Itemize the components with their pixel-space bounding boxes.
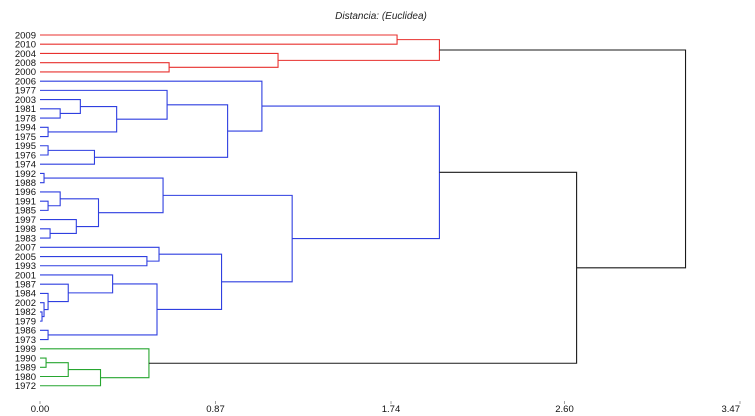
merge-link-7: [40, 126, 49, 138]
leaf-label-2006: 2006: [15, 76, 36, 87]
leaf-label-1976: 1976: [15, 150, 36, 161]
merge-link-37: [148, 171, 578, 364]
merge-link-9: [40, 89, 168, 120]
merge-link-15: [40, 200, 49, 211]
merge-link-16: [40, 191, 61, 207]
merge-link-10: [40, 145, 49, 156]
leaf-label-1977: 1977: [15, 86, 36, 97]
merge-link-19: [60, 198, 100, 228]
merge-link-21: [40, 255, 148, 267]
merge-link-33: [40, 357, 47, 368]
merge-link-20: [44, 177, 164, 214]
leaf-label-1988: 1988: [15, 178, 36, 189]
leaf-label-1974: 1974: [15, 160, 36, 171]
merge-link-12: [94, 104, 229, 158]
x-axis: 0.00 0.87 1.74 2.60 3.47: [31, 401, 741, 415]
merge-link-1: [40, 34, 398, 45]
x-tick-label-2: 1.74: [382, 404, 401, 415]
leaf-label-2008: 2008: [15, 58, 36, 69]
leaf-label-1982: 1982: [15, 307, 36, 318]
leaf-label-1984: 1984: [15, 289, 36, 300]
leaf-label-2001: 2001: [15, 270, 36, 281]
merge-link-30: [157, 253, 223, 310]
merge-link-14: [40, 172, 45, 184]
leaf-label-1991: 1991: [15, 196, 36, 207]
leaf-label-1986: 1986: [15, 326, 36, 337]
leaf-label-1973: 1973: [15, 335, 36, 346]
leaf-label-2009: 2009: [15, 30, 36, 41]
merge-link-26: [40, 283, 69, 303]
leaf-label-1998: 1998: [15, 224, 36, 235]
leaf-label-2007: 2007: [15, 243, 36, 254]
x-tick-label-3: 2.60: [555, 404, 574, 415]
leaf-label-1993: 1993: [15, 261, 36, 272]
merge-link-34: [40, 362, 69, 378]
x-tick-label-1: 0.87: [206, 404, 225, 415]
merge-link-2: [40, 62, 170, 73]
leaf-label-1994: 1994: [15, 123, 36, 134]
merge-link-4: [278, 39, 440, 61]
merge-link-35: [40, 369, 102, 387]
leaf-label-1981: 1981: [15, 104, 36, 115]
x-tick-label-4: 3.47: [722, 404, 741, 415]
leaf-label-1975: 1975: [15, 132, 36, 143]
merge-link-29: [48, 283, 158, 336]
merge-link-17: [40, 228, 51, 239]
leaf-labels: 2009201020042008200020061977200319811978…: [15, 30, 36, 392]
leaf-label-2002: 2002: [15, 298, 36, 309]
x-tick-label-0: 0.00: [31, 404, 50, 415]
merge-link-38: [439, 49, 687, 269]
merge-link-6: [40, 99, 81, 115]
merge-link-3: [40, 52, 279, 68]
merge-link-32: [261, 105, 440, 240]
merge-link-8: [48, 105, 118, 133]
merge-link-23: [40, 311, 43, 322]
leaf-label-2005: 2005: [15, 252, 36, 263]
merge-link-27: [40, 274, 114, 294]
merge-link-5: [40, 108, 61, 119]
leaf-label-2010: 2010: [15, 40, 36, 51]
leaf-label-1979: 1979: [15, 316, 36, 327]
leaf-label-1996: 1996: [15, 187, 36, 198]
merge-link-36: [40, 348, 150, 379]
leaf-label-1987: 1987: [15, 280, 36, 291]
leaf-label-1989: 1989: [15, 363, 36, 374]
leaf-label-2003: 2003: [15, 95, 36, 106]
leaf-label-1999: 1999: [15, 344, 36, 355]
leaf-label-2004: 2004: [15, 49, 36, 60]
leaf-label-1978: 1978: [15, 113, 36, 124]
leaf-label-1995: 1995: [15, 141, 36, 152]
leaf-label-1990: 1990: [15, 353, 36, 364]
leaf-label-1980: 1980: [15, 372, 36, 383]
leaf-label-2000: 2000: [15, 67, 36, 78]
leaf-label-1972: 1972: [15, 381, 36, 392]
merge-link-13: [40, 80, 263, 132]
merge-link-22: [40, 246, 160, 262]
leaf-label-1983: 1983: [15, 233, 36, 244]
leaf-label-1997: 1997: [15, 215, 36, 226]
leaf-label-1985: 1985: [15, 206, 36, 217]
dendrogram-links: [40, 34, 687, 387]
leaf-label-1992: 1992: [15, 169, 36, 180]
merge-link-31: [163, 194, 293, 283]
merge-link-18: [40, 219, 77, 234]
chart-title: Distancia: (Euclidea): [335, 11, 427, 22]
merge-link-28: [40, 329, 49, 341]
